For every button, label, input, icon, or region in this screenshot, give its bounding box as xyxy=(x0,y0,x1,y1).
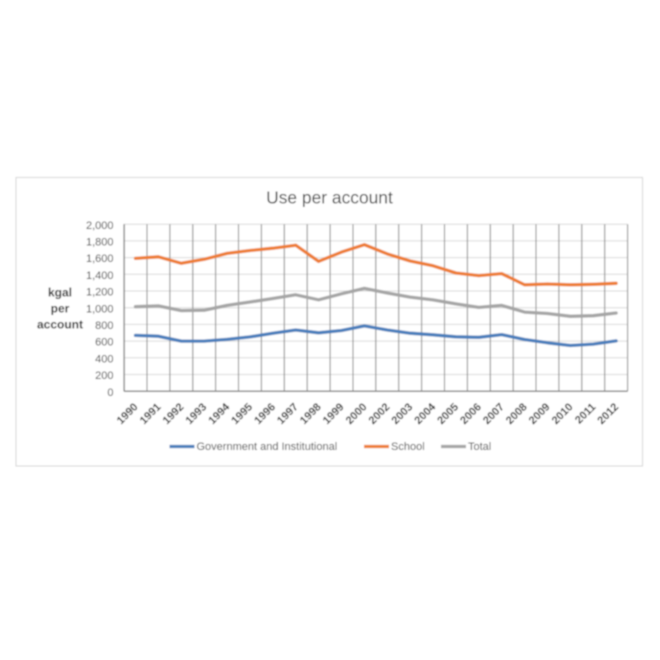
svg-text:200: 200 xyxy=(95,370,113,382)
svg-text:School: School xyxy=(391,441,425,453)
svg-text:1,600: 1,600 xyxy=(86,253,114,265)
svg-text:0: 0 xyxy=(107,387,113,399)
svg-text:Use per account: Use per account xyxy=(266,187,393,207)
svg-text:400: 400 xyxy=(95,353,113,365)
svg-text:per: per xyxy=(51,302,70,316)
svg-text:2,000: 2,000 xyxy=(86,220,114,232)
svg-text:Total: Total xyxy=(468,441,491,453)
svg-text:600: 600 xyxy=(95,337,113,349)
svg-text:800: 800 xyxy=(95,320,113,332)
svg-text:Government and Institutional: Government and Institutional xyxy=(197,441,338,453)
svg-text:1,800: 1,800 xyxy=(86,237,114,249)
svg-text:1,400: 1,400 xyxy=(86,270,114,282)
svg-text:1,000: 1,000 xyxy=(86,303,114,315)
svg-text:account: account xyxy=(37,318,83,332)
svg-text:1,200: 1,200 xyxy=(86,287,114,299)
svg-text:kgal: kgal xyxy=(48,286,72,300)
